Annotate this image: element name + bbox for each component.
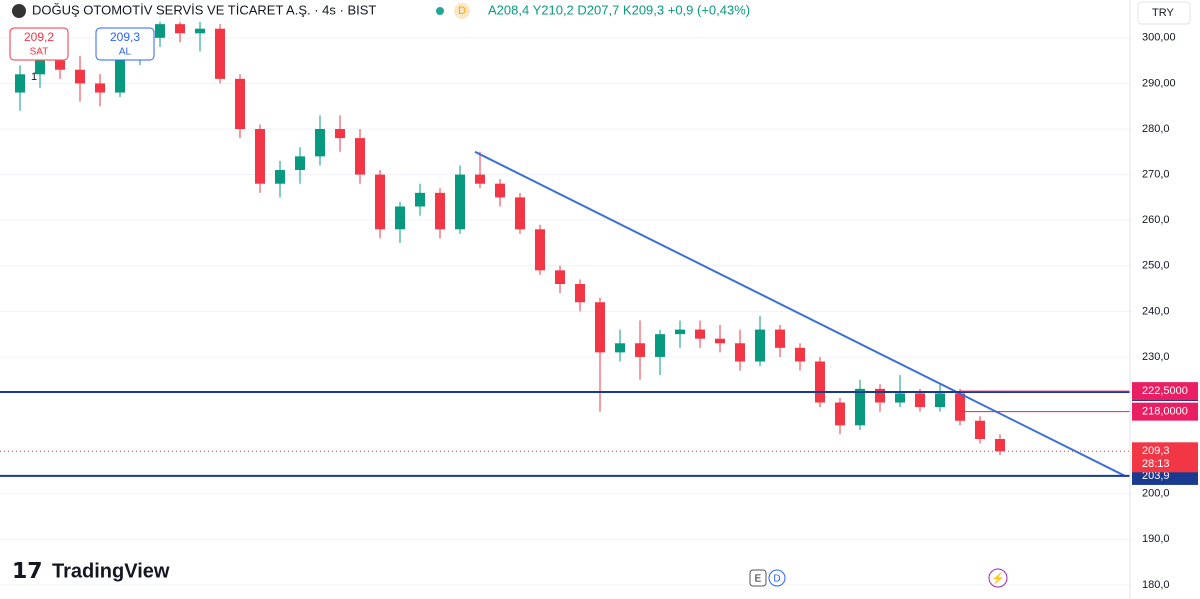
candle-body [495,183,505,198]
candle-body [475,174,485,184]
candle-body [595,302,605,353]
candle-body [655,334,665,357]
y-tick-label: 240,0 [1142,305,1170,317]
candle-body [295,156,305,171]
last-price-bg [1132,442,1198,473]
candle-body [55,60,65,70]
candle-body [635,343,645,357]
sell-price: 209,2 [24,30,54,44]
event-badge: D [773,574,780,585]
symbol-title: DOĞUŞ OTOMOTİV SERVİS VE TİCARET A.Ş. · … [32,2,376,17]
candle-body [455,174,465,230]
trendline [474,150,1126,477]
candle-body [975,420,985,439]
candle-body [235,78,245,130]
y-tick-label: 190,0 [1142,533,1170,545]
price-label-bg [1132,402,1198,421]
candle-body [875,388,885,403]
candle-body [835,402,845,426]
candle-body [15,74,25,93]
candle-body [355,138,365,175]
candle-body [755,329,765,362]
candle-body [815,361,825,403]
last-price-label: 209,3 [1142,445,1170,457]
buy-button[interactable] [95,27,155,61]
badge-bg [454,3,470,19]
candle-body [75,69,85,84]
candle-body [275,170,285,184]
quantity[interactable]: 1 [31,71,37,83]
y-tick-label: 270,0 [1142,169,1170,181]
badge-box[interactable] [749,569,767,587]
ohlc-legend: A208,4 Y210,2 D207,7 K209,3 +0,9 (+0,43%… [488,2,750,17]
candle-body [735,343,745,362]
countdown: 28:13 [1142,458,1170,470]
candle-body [315,129,325,157]
y-tick-label: 200,0 [1142,488,1170,500]
sell-label: SAT [30,47,49,58]
alert-icon[interactable] [988,568,1008,588]
currency-button[interactable] [1137,1,1191,25]
candle-body [795,347,805,362]
currency: TRY [1152,7,1174,19]
y-tick-label: 290,00 [1142,77,1176,89]
candle-body [995,438,1005,452]
candle-body [935,393,945,408]
badge-circle[interactable] [768,569,786,587]
buy-label: AL [119,47,132,58]
candle-body [895,393,905,403]
price-label: 218,0000 [1142,406,1188,418]
sell-button[interactable] [9,27,69,61]
alert-glyph: ⚡ [991,572,1005,585]
candle-body [695,329,705,339]
logo-bg [12,562,42,580]
y-tick-label: 280,0 [1142,123,1170,135]
candle-body [395,206,405,230]
candle-body [915,393,925,408]
candle-body [255,129,265,184]
candle-body [515,197,525,230]
interval-badge: D [458,5,466,17]
plot-area [0,10,1130,586]
candle-body [215,28,225,79]
candle-body [775,329,785,348]
status-dot [436,7,444,15]
candle-body [435,192,445,230]
y-tick-label: 300,00 [1142,32,1176,44]
candle-body [95,83,105,93]
candle-body [35,60,45,75]
price-label: 222,5000 [1142,385,1188,397]
candle-body [855,388,865,426]
candle-body [175,24,185,34]
candle-body [155,24,165,38]
header-bg [0,0,780,22]
price-label: 203,9 [1142,470,1170,482]
event-badge: E [755,574,762,585]
candle-body [375,174,385,230]
candle-body [575,284,585,303]
price-label-bg [1132,382,1198,401]
candle-body [615,343,625,353]
candle-body [535,229,545,271]
y-tick-label: 250,0 [1142,260,1170,272]
candle-body [335,129,345,139]
y-tick-label: 230,0 [1142,351,1170,363]
candle-body [955,393,965,421]
candle-body [195,28,205,34]
buy-price: 209,3 [110,30,140,44]
logo-text: TradingView [52,560,170,582]
candle-body [715,338,725,344]
candle-body [415,192,425,207]
logo-mark: 𝟭𝟳 [12,558,43,583]
candle-body [555,270,565,285]
candle-body [675,329,685,335]
candle-body [115,56,125,93]
y-tick-label: 260,0 [1142,214,1170,226]
y-tick-label: 180,0 [1142,579,1170,591]
symbol-logo [12,4,26,18]
